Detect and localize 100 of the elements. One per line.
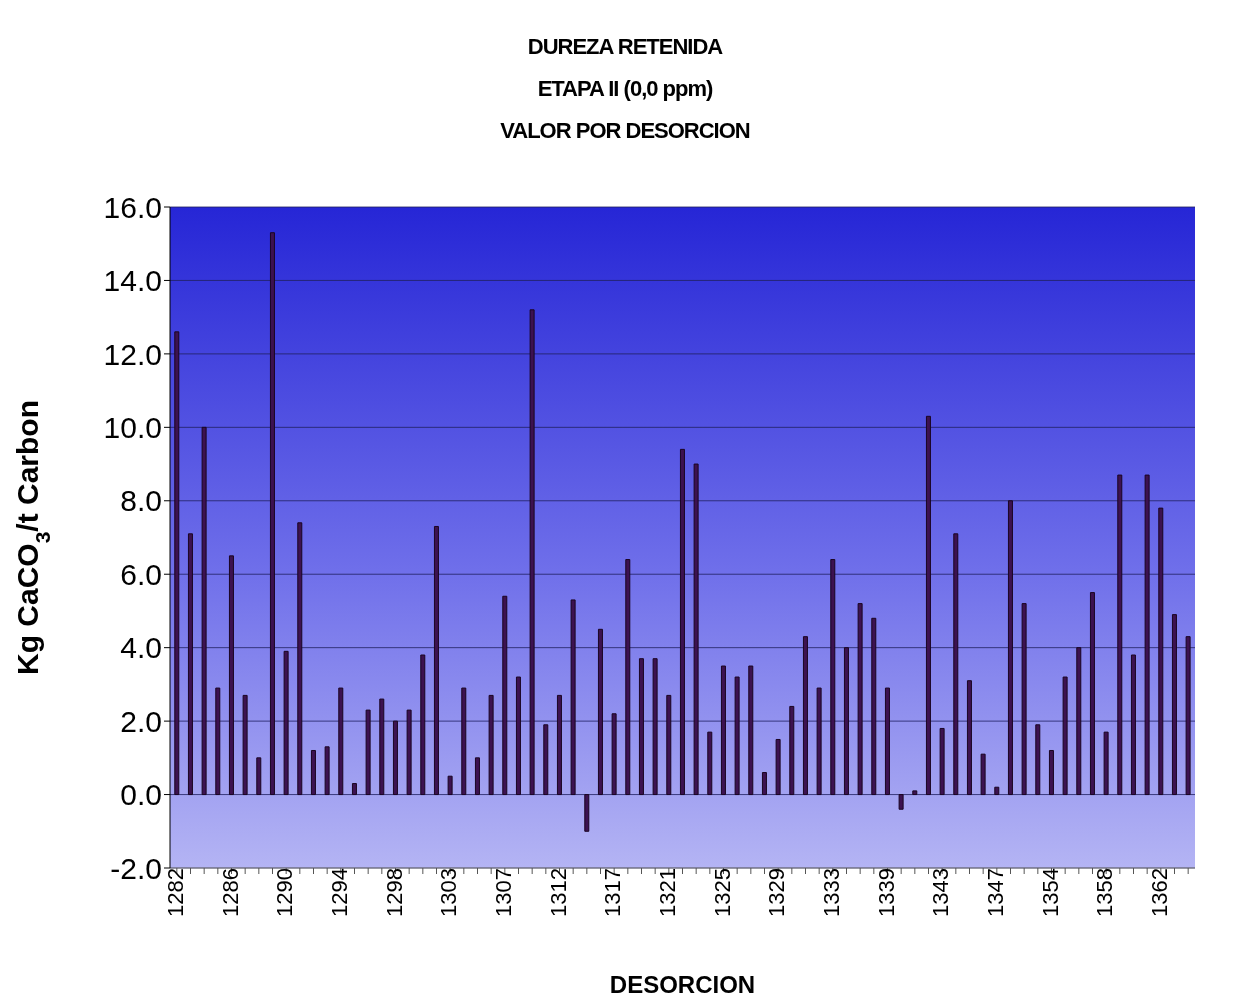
bar: [488, 694, 494, 796]
bar: [324, 746, 330, 796]
bar: [420, 654, 426, 796]
bar: [994, 786, 1000, 796]
x-axis-title: DESORCION: [609, 971, 756, 998]
bar: [256, 757, 262, 796]
y-tick-label: -2.0: [110, 851, 162, 885]
x-tick-label: 1294: [326, 868, 352, 917]
x-tick-label: 1290: [272, 868, 298, 917]
bar: [611, 713, 617, 796]
bar: [1103, 731, 1109, 796]
bar: [843, 647, 849, 796]
bar: [925, 415, 931, 796]
bar: [1089, 592, 1095, 796]
bar: [502, 595, 508, 796]
y-tick-label: 6.0: [120, 557, 162, 591]
x-tick-label: 1358: [1092, 868, 1118, 917]
bar: [720, 665, 726, 796]
bar: [570, 599, 576, 796]
y-tick-label: 16.0: [103, 190, 162, 224]
bar: [1130, 654, 1136, 796]
bar: [174, 331, 180, 796]
y-tick-label: 4.0: [120, 631, 162, 665]
bar: [802, 636, 808, 796]
bar: [543, 724, 549, 796]
bar: [1171, 614, 1177, 796]
bar: [1185, 636, 1191, 796]
bar: [693, 463, 699, 796]
bar: [1158, 507, 1164, 796]
bar: [433, 525, 439, 796]
bar: [406, 709, 412, 796]
x-tick-label: 1362: [1146, 868, 1172, 917]
y-tick-label: 14.0: [103, 264, 162, 298]
y-tick-label: 2.0: [120, 704, 162, 738]
bar: [638, 658, 644, 796]
bar: [392, 720, 398, 796]
y-tick-label: 12.0: [103, 337, 162, 371]
bar: [1062, 676, 1068, 796]
bar: [679, 448, 685, 796]
bar: [529, 309, 535, 796]
y-tick-label: 10.0: [103, 410, 162, 444]
x-tick-label: 1329: [764, 868, 790, 917]
bar: [1007, 500, 1013, 796]
bar: [898, 794, 904, 810]
bar: [228, 555, 234, 796]
bar: [953, 533, 959, 796]
bar: [748, 665, 754, 796]
bar: [1048, 749, 1054, 796]
bar: [775, 738, 781, 796]
bar: [1117, 474, 1123, 796]
bar: [310, 749, 316, 796]
x-tick-label: 1286: [217, 868, 243, 917]
x-tick-label: 1307: [490, 868, 516, 917]
bar: [283, 650, 289, 796]
bar: [980, 753, 986, 796]
x-tick-label: 1339: [873, 868, 899, 917]
bar: [351, 783, 357, 796]
bar: [379, 698, 385, 796]
x-tick-label: 1312: [545, 868, 571, 917]
x-tick-label: 1317: [600, 868, 626, 917]
bar: [515, 676, 521, 796]
x-tick-label: 1347: [982, 868, 1008, 917]
y-tick-label: 0.0: [120, 778, 162, 812]
x-tick-label: 1282: [162, 868, 188, 917]
bar: [625, 559, 631, 796]
bar: [297, 522, 303, 796]
bar: [447, 775, 453, 796]
bar: [912, 790, 918, 796]
bar: [734, 676, 740, 796]
bar: [871, 617, 877, 796]
x-tick-label: 1354: [1037, 868, 1063, 917]
bar: [816, 687, 822, 796]
x-tick-label: 1325: [709, 868, 735, 917]
chart-title: DUREZA RETENIDA ETAPA II (0,0 ppm) VALOR POR DESORCION: [499, 33, 751, 145]
bar: [707, 731, 713, 796]
bar: [365, 709, 371, 796]
bar: [666, 694, 672, 796]
bar: [789, 705, 795, 796]
bar: [584, 794, 590, 832]
bar: [1144, 474, 1150, 796]
bar: [242, 694, 248, 796]
x-tick-label: 1343: [928, 868, 954, 917]
bar: [338, 687, 344, 796]
x-tick-label: 1303: [436, 868, 462, 917]
bar: [215, 687, 221, 796]
bar: [461, 687, 467, 796]
bar: [939, 727, 945, 796]
bar: [556, 694, 562, 796]
bar: [966, 680, 972, 796]
x-tick-label: 1321: [654, 868, 680, 917]
bar: [1035, 724, 1041, 796]
bar: [597, 628, 603, 796]
y-tick-label: 8.0: [120, 484, 162, 518]
bar: [652, 658, 658, 796]
bar: [187, 533, 193, 796]
bar: [201, 426, 207, 796]
bar: [1021, 603, 1027, 796]
x-tick-label: 1333: [818, 868, 844, 917]
bar: [761, 772, 767, 796]
bar: [884, 687, 890, 796]
